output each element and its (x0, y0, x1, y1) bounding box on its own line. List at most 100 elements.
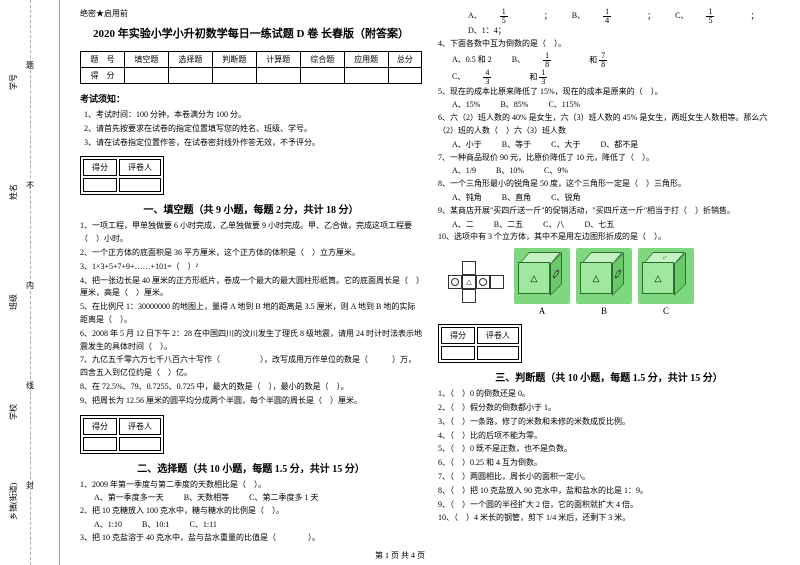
th: 总分 (388, 52, 421, 68)
option: B、等于 (502, 139, 531, 152)
question: 9、（ ）一个圆的半径扩大 2 倍，它的面积就扩大 4 倍。 (438, 499, 780, 512)
net-face (462, 261, 476, 275)
cube-option-b: △ B (576, 248, 632, 316)
table-row: 得 分 (81, 68, 422, 84)
section2-title: 二、选择题（共 10 小题，每题 1.5 分，共计 15 分） (80, 460, 422, 475)
seal-char: 内 (26, 280, 34, 291)
option: A、1/9 (452, 165, 476, 178)
td[interactable] (300, 68, 344, 84)
td[interactable] (344, 68, 388, 84)
question: 5、现在的成本比原来降低了 15%，现在的成本是原来的（ ）。 (438, 86, 780, 99)
cube-net: △ (448, 259, 508, 305)
td[interactable] (256, 68, 300, 84)
td[interactable] (212, 68, 256, 84)
notice-item: 2、请首先按要求在试卷的指定位置填写您的姓名、班级、学号。 (84, 123, 422, 136)
cube-option-c: ○△ C (638, 248, 694, 316)
option: A、小于 (452, 139, 482, 152)
scorebox-label: 得分 (83, 159, 117, 176)
field-id: 学号 (8, 74, 19, 90)
question: 2、一个正方体的底面积是 36 平方厘米，这个正方体的体积是（ ）立方厘米。 (80, 247, 422, 260)
option: A、钝角 (452, 192, 482, 205)
option: C、第二季度多 1 天 (249, 492, 318, 505)
seal-char: 线 (26, 380, 34, 391)
option: B、18 和 78 (512, 52, 643, 69)
notice-item: 3、请在试卷指定位置作答，在试卷密封线外作答无效，不予评分。 (84, 137, 422, 150)
options: A、小于 B、等于 C、大于 D、都不是 (438, 139, 780, 152)
option: C、43 和 13 (452, 69, 583, 86)
section1-title: 一、填空题（共 9 小题，每题 2 分，共计 18 分） (80, 201, 422, 216)
option: C、八 (543, 219, 564, 232)
left-column: 绝密★启用前 2020 年实验小学小升初数学每日一练试题 D 卷 长春版（附答案… (72, 8, 430, 557)
question: 1、2009 年第一季度与第二季度的天数相比是（ ）。 (80, 479, 422, 492)
option: B、直角 (502, 192, 531, 205)
binding-margin: 乡镇(街道) 学校 班级 姓名 学号 封 线 内 不 题 (0, 0, 60, 565)
scorebox-label: 评卷人 (119, 159, 161, 176)
option: C、锐角 (551, 192, 580, 205)
section3-title: 三、判断题（共 10 小题，每题 1.5 分，共计 15 分） (438, 369, 780, 384)
question: 4、把一张边长是 40 厘米的正方形纸片，卷成一个最大的最大圆柱形纸筒。它的底面… (80, 275, 422, 301)
question: 10、（ ）4 米长的钢管，剪下 1/4 米后，还剩下 3 米。 (438, 512, 780, 525)
question: 2、把 10 克糖放入 100 克水中，糖与糖水的比例是（ ）。 (80, 505, 422, 518)
question: 5、在比例尺 1：30000000 的地图上，量得 A 地到 B 地的距离是 3… (80, 301, 422, 327)
score-summary-table: 题 号 填空题 选择题 判断题 计算题 综合题 应用题 总分 得 分 (80, 51, 422, 84)
q3-options: A、15； B、14； C、15； D、1：4； (438, 8, 780, 38)
question: 2、（ ）假分数的倒数都小于 1。 (438, 402, 780, 415)
option: B、14； (572, 8, 655, 25)
question: 6、（ ）0.25 和 4 互为倒数。 (438, 457, 780, 470)
notice-item: 1、考试时间：100 分钟，本卷满分为 100 分。 (84, 109, 422, 122)
question: 9、某商店开展"买四斤送一斤"的促销活动，"买四斤送一斤"相当于打（ ）折销售。 (438, 205, 780, 218)
scorebox-label: 评卷人 (477, 327, 519, 344)
section-score-box: 得分 评卷人 (438, 324, 522, 363)
question: 3、（ ）一条路，修了的米数和未修的米数成反比例。 (438, 416, 780, 429)
question: 1、一项工程，甲单独做要 6 小时完成，乙单独做要 9 小时完成。甲、乙合做，完… (80, 220, 422, 246)
option: C、15； (675, 8, 758, 25)
question: 1、（ ）0 的倒数还是 0。 (438, 388, 780, 401)
td[interactable] (388, 68, 421, 84)
options: A、15% B、85% C、115% (438, 99, 780, 112)
option: A、15% (452, 99, 480, 112)
question: 10、选项中有 3 个立方体，其中不是用左边图形折成的是（ ）。 (438, 231, 780, 244)
option: B、10% (496, 165, 524, 178)
cube-figure-row: △ △ A △ B (438, 248, 780, 316)
option: C、1:11 (190, 519, 217, 532)
option: B、10:1 (142, 519, 170, 532)
cube-icon: △ (576, 248, 632, 304)
cube-option-a: △ A (514, 248, 570, 316)
th: 判断题 (212, 52, 256, 68)
th: 选择题 (168, 52, 212, 68)
net-face: △ (462, 275, 476, 289)
th: 填空题 (124, 52, 168, 68)
options: A、第一季度多一天 B、天数相等 C、第二季度多 1 天 (80, 492, 422, 505)
cube-icon: ○△ (638, 248, 694, 304)
content-area: 绝密★启用前 2020 年实验小学小升初数学每日一练试题 D 卷 长春版（附答案… (60, 0, 800, 565)
option: B、天数相等 (184, 492, 229, 505)
exam-page: 乡镇(街道) 学校 班级 姓名 学号 封 线 内 不 题 绝密★启用前 2020… (0, 0, 800, 565)
question: 7、九亿五千零六万七千八百六十写作（ ），改写成用万作单位的数是（ ）万，四舍五… (80, 354, 422, 380)
question: 8、一个三角形最小的锐角是 50 度，这个三角形一定是（ ）三角形。 (438, 178, 780, 191)
option: D、都不是 (600, 139, 638, 152)
td[interactable] (124, 68, 168, 84)
question: 9、把周长为 12.56 厘米的圆平均分成两个半圆，每个半圆的周长是（ ）厘米。 (80, 395, 422, 408)
option: A、二 (452, 219, 474, 232)
question: 5、（ ）0 既不是正数，也不是负数。 (438, 443, 780, 456)
cube-label: B (576, 306, 632, 316)
th: 综合题 (300, 52, 344, 68)
question: 4、下面各数中互为倒数的是（ ）。 (438, 38, 780, 51)
page-footer: 第 1 页 共 4 页 (0, 550, 800, 561)
field-name: 姓名 (8, 184, 19, 200)
th: 应用题 (344, 52, 388, 68)
cube-label: A (514, 306, 570, 316)
field-township: 乡镇(街道) (8, 483, 19, 520)
question: 3、1×3+5+7+9+……+101=（ ）² (80, 261, 422, 274)
exam-title: 2020 年实验小学小升初数学每日一练试题 D 卷 长春版（附答案） (80, 25, 422, 41)
question: 6、2008 年 5 月 12 日下午 2：28 在中国四川的汶川发生了理氏 8… (80, 328, 422, 354)
td[interactable] (168, 68, 212, 84)
scorebox-label: 得分 (83, 418, 117, 435)
option: B、二五 (494, 219, 523, 232)
table-row: 题 号 填空题 选择题 判断题 计算题 综合题 应用题 总分 (81, 52, 422, 68)
seal-char: 不 (26, 180, 34, 191)
question: 4、（ ）比的后项不能为零。 (438, 430, 780, 443)
section-score-box: 得分 评卷人 (80, 415, 164, 454)
secrecy-mark: 绝密★启用前 (80, 8, 422, 19)
option: A、15； (468, 8, 552, 25)
